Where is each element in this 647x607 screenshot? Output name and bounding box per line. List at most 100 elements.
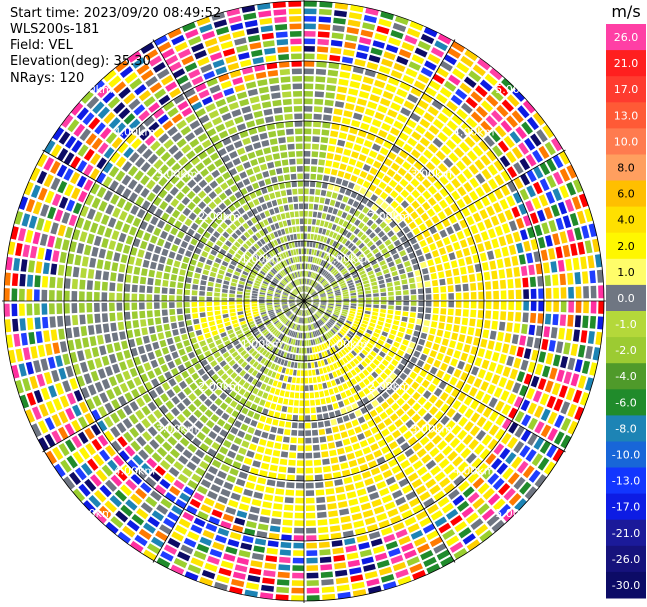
velocity-gate: [396, 408, 405, 417]
velocity-gate: [369, 94, 380, 103]
velocity-gate: [482, 488, 495, 500]
velocity-gate: [360, 323, 367, 328]
velocity-gate: [344, 205, 351, 212]
velocity-gate: [491, 238, 500, 249]
velocity-gate: [325, 312, 331, 316]
velocity-gate: [393, 120, 404, 130]
velocity-gate: [314, 313, 320, 319]
velocity-gate: [430, 465, 441, 476]
velocity-gate: [375, 367, 382, 375]
velocity-gate: [384, 342, 391, 349]
velocity-gate: [385, 355, 393, 362]
velocity-gate: [408, 317, 416, 324]
velocity-gate: [323, 282, 329, 287]
velocity-gate: [447, 450, 458, 462]
velocity-gate: [374, 252, 382, 259]
velocity-gate: [501, 418, 512, 430]
velocity-gate: [353, 184, 361, 192]
velocity-gate: [438, 322, 445, 330]
velocity-gate: [403, 430, 413, 440]
velocity-gate: [537, 313, 544, 324]
velocity-gate: [391, 324, 399, 331]
velocity-gate: [416, 206, 425, 215]
velocity-gate: [423, 401, 433, 411]
velocity-gate: [304, 173, 310, 180]
velocity-gate: [318, 159, 325, 166]
velocity-gate: [305, 301, 312, 304]
velocity-gate: [304, 226, 308, 232]
velocity-gate: [350, 175, 358, 183]
velocity-gate: [320, 220, 325, 227]
velocity-gate: [512, 88, 525, 102]
velocity-gate: [318, 288, 324, 293]
velocity-gate: [333, 17, 346, 25]
velocity-gate: [435, 93, 448, 104]
velocity-gate: [327, 145, 336, 152]
velocity-gate: [499, 447, 511, 460]
velocity-gate: [390, 29, 404, 40]
velocity-gate: [374, 187, 383, 196]
velocity-gate: [508, 244, 517, 255]
velocity-gate: [366, 210, 374, 218]
velocity-gate: [425, 307, 432, 314]
velocity-gate: [332, 25, 345, 32]
velocity-gate: [376, 25, 390, 35]
velocity-gate: [555, 341, 564, 354]
velocity-gate: [338, 318, 345, 324]
velocity-gate: [508, 301, 514, 310]
velocity-gate: [458, 258, 466, 267]
velocity-gate: [373, 297, 379, 301]
velocity-gate: [428, 394, 438, 404]
velocity-gate: [557, 201, 568, 215]
velocity-gate: [345, 214, 352, 221]
velocity-gate: [459, 239, 468, 248]
velocity-gate: [560, 287, 567, 299]
velocity-gate: [456, 62, 470, 74]
velocity-gate: [305, 298, 312, 301]
velocity-gate: [326, 246, 331, 253]
velocity-gate: [567, 420, 579, 435]
velocity-gate: [313, 303, 319, 306]
velocity-gate: [340, 246, 346, 253]
velocity-gate: [313, 303, 319, 305]
velocity-gate: [360, 29, 374, 38]
velocity-gate: [487, 164, 498, 176]
velocity-gate: [352, 200, 360, 208]
velocity-gate: [562, 244, 571, 258]
velocity-gate: [361, 225, 369, 233]
velocity-gate: [354, 320, 360, 325]
velocity-gate: [319, 1, 333, 8]
velocity-gate: [364, 263, 371, 269]
velocity-gate: [415, 249, 423, 257]
velocity-gate: [320, 278, 325, 284]
velocity-gate: [388, 37, 401, 47]
velocity-gate: [310, 289, 314, 294]
velocity-gate: [545, 352, 554, 365]
velocity-gate: [314, 91, 324, 98]
velocity-gate: [325, 333, 331, 339]
velocity-gate: [467, 492, 480, 504]
velocity-gate: [334, 345, 340, 351]
velocity-gate: [450, 203, 459, 213]
velocity-gate: [440, 293, 447, 300]
velocity-gate: [407, 137, 418, 147]
velocity-gate: [362, 76, 374, 85]
velocity-gate: [487, 384, 496, 395]
velocity-gate: [512, 231, 521, 243]
velocity-gate: [304, 211, 308, 217]
velocity-gate: [340, 328, 347, 334]
velocity-gate: [351, 350, 357, 357]
velocity-gate: [349, 268, 356, 274]
velocity-gate: [545, 301, 552, 312]
velocity-gate: [465, 256, 473, 265]
velocity-gate: [546, 158, 557, 172]
velocity-gate: [447, 308, 454, 316]
velocity-gate: [403, 295, 409, 301]
velocity-gate: [515, 289, 522, 299]
velocity-gate: [538, 145, 550, 159]
velocity-gate: [315, 266, 319, 272]
velocity-gate: [484, 240, 492, 251]
velocity-gate: [323, 205, 329, 212]
velocity-gate: [443, 331, 451, 339]
velocity-gate: [416, 419, 426, 429]
